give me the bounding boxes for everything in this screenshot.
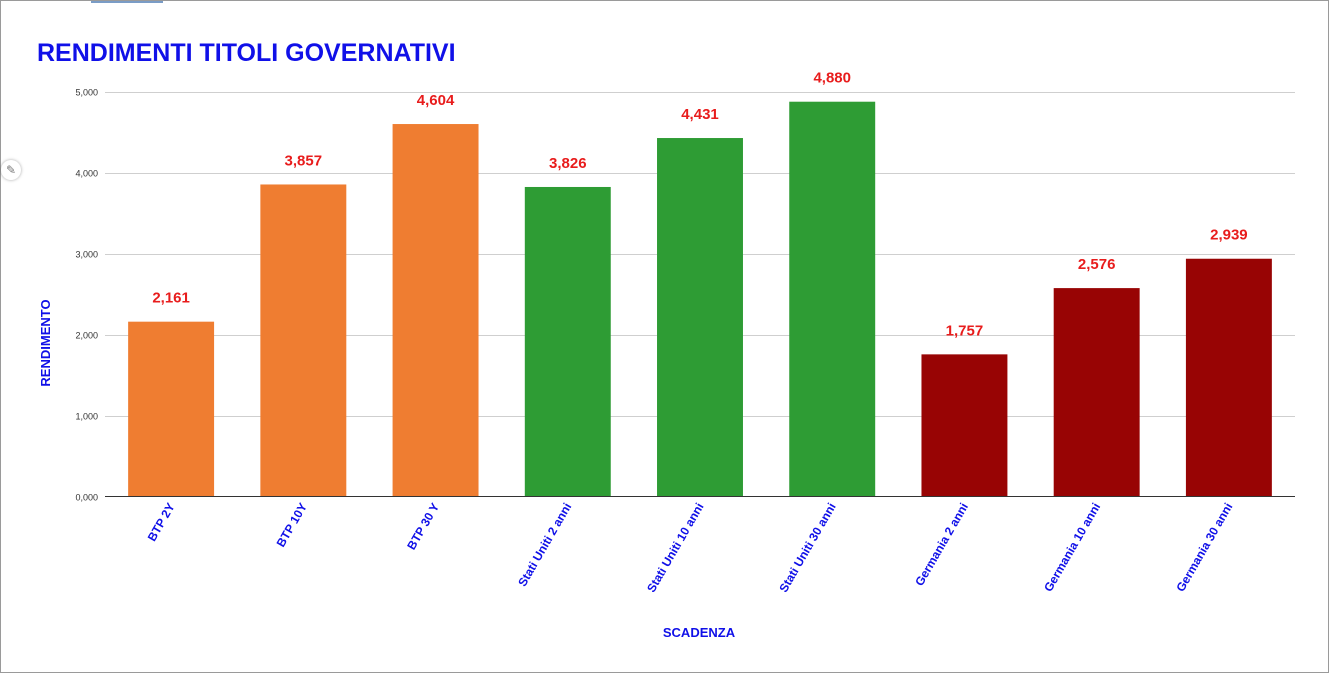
x-axis-title: SCADENZA <box>663 625 736 640</box>
bar <box>260 184 347 497</box>
x-tick-label: BTP 2Y <box>145 501 178 544</box>
y-tick-label: 0,000 <box>75 493 98 503</box>
data-label: 3,857 <box>285 152 323 169</box>
bars <box>128 101 1272 497</box>
data-label: 1,757 <box>946 322 984 339</box>
bar <box>1053 288 1140 497</box>
data-labels: 2,161 3,857 4,604 3,826 4,431 4,880 1,757 2,576… <box>152 70 1247 340</box>
x-tick-label: BTP 10Y <box>274 501 310 550</box>
data-label: 2,576 <box>1078 256 1116 273</box>
x-tick-label: Germania 30 anni <box>1173 501 1235 595</box>
bar <box>392 124 479 497</box>
pencil-icon[interactable]: ✎ <box>1 160 21 180</box>
bar <box>921 354 1008 497</box>
x-tick-label: Stati Uniti 10 anni <box>644 501 706 595</box>
x-tick-label: Stati Uniti 30 anni <box>776 501 838 595</box>
data-label: 2,161 <box>152 290 190 307</box>
data-label: 4,431 <box>681 106 719 123</box>
x-tick-label: BTP 30 Y <box>404 501 442 553</box>
tab-indicator <box>91 1 163 3</box>
bar <box>657 138 743 497</box>
data-label: 4,604 <box>417 92 455 109</box>
bar <box>1185 258 1272 497</box>
bar <box>789 101 876 497</box>
x-tick-label: Stati Uniti 2 anni <box>515 501 574 589</box>
x-tick-label: Germania 10 anni <box>1041 501 1103 595</box>
bar <box>128 321 215 497</box>
y-tick-label: 1,000 <box>75 412 98 422</box>
x-tick-label: Germania 2 anni <box>912 501 971 589</box>
y-axis-ticks: 0,000 1,000 2,000 3,000 4,000 5,000 <box>75 88 98 503</box>
y-tick-label: 4,000 <box>75 169 98 179</box>
y-tick-label: 2,000 <box>75 331 98 341</box>
y-axis-title: RENDIMENTO <box>38 299 53 386</box>
data-label: 2,939 <box>1210 227 1248 244</box>
y-tick-label: 5,000 <box>75 88 98 98</box>
y-tick-label: 3,000 <box>75 250 98 260</box>
chart-title: RENDIMENTI TITOLI GOVERNATIVI <box>37 39 456 67</box>
data-label: 4,880 <box>813 70 851 87</box>
x-axis-ticks: BTP 2Y BTP 10Y BTP 30 Y Stati Uniti 2 anni S… <box>145 501 1236 595</box>
data-label: 3,826 <box>549 155 587 172</box>
bar <box>524 186 611 497</box>
